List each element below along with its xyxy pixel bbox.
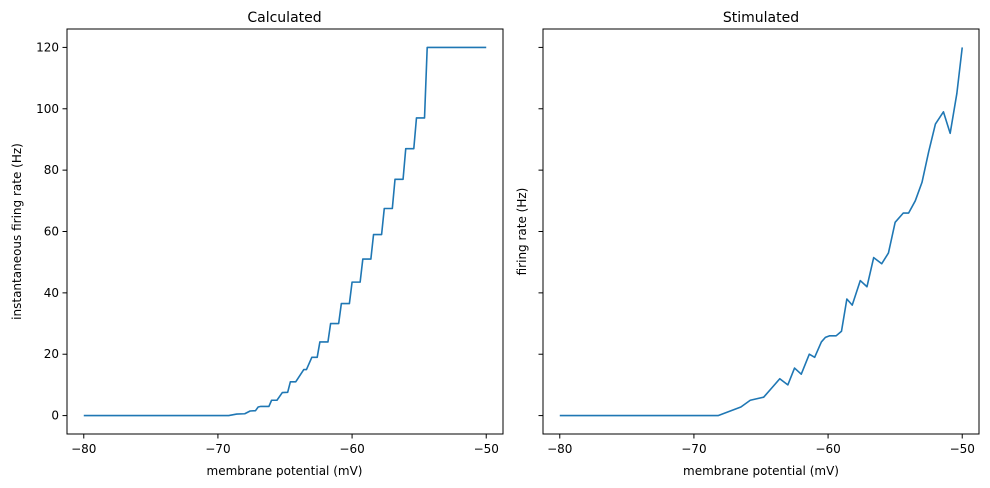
ticks-calculated: −80 −70 −60 −50 0 20 40 60 80 100 120 [36, 40, 499, 456]
series-line-calculated [83, 46, 487, 417]
series-line-stimulated [559, 47, 964, 417]
subplot-calculated: Calculated −80 −70 −60 −50 0 20 40 60 80 100 120 m… [10, 10, 504, 478]
subplot-stimulated: Stimulated −80 −70 −60 −50 membrane potenti… [515, 10, 980, 478]
y-tick-label: 0 [51, 409, 59, 423]
x-tick-label: −50 [950, 442, 975, 456]
axes-frame-calculated [66, 28, 504, 435]
y-tick-label: 60 [44, 225, 59, 239]
x-tick-label: −80 [71, 442, 96, 456]
y-axis-label-stimulated: firing rate (Hz) [515, 188, 529, 276]
y-tick-label: 120 [36, 40, 59, 54]
y-tick-label: 40 [44, 286, 59, 300]
x-tick-label: −80 [547, 442, 572, 456]
x-tick-label: −70 [681, 442, 706, 456]
y-tick-label: 80 [44, 163, 59, 177]
ticks-stimulated: −80 −70 −60 −50 [538, 46, 975, 456]
x-tick-label: −60 [815, 442, 840, 456]
x-axis-label-stimulated: membrane potential (mV) [683, 464, 839, 478]
x-axis-label-calculated: membrane potential (mV) [207, 464, 363, 478]
axes-frame-stimulated [542, 28, 980, 435]
y-tick-label: 20 [44, 347, 59, 361]
y-tick-label: 100 [36, 102, 59, 116]
x-tick-label: −50 [474, 442, 499, 456]
y-axis-label-calculated: instantaneous firing rate (Hz) [10, 143, 24, 320]
chart-title-stimulated: Stimulated [723, 10, 799, 26]
chart-title-calculated: Calculated [247, 10, 321, 26]
x-tick-label: −70 [205, 442, 230, 456]
x-tick-label: −60 [339, 442, 364, 456]
